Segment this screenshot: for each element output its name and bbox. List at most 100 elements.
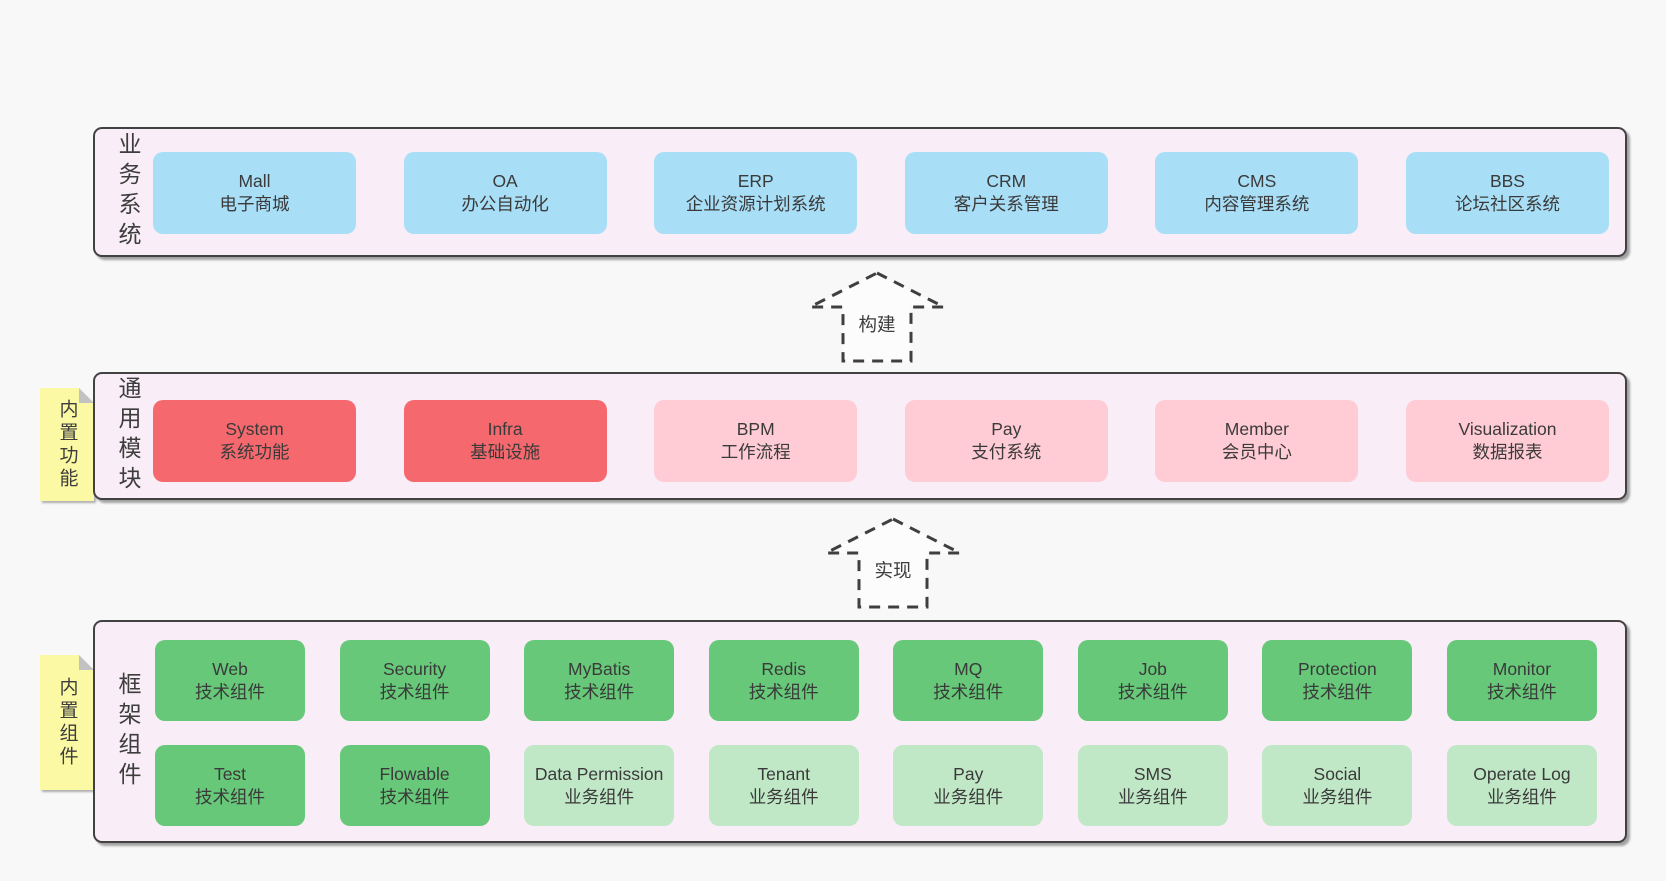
module-box-system: System 系统功能: [153, 400, 356, 482]
component-box-flowable: Flowable 技术组件: [339, 745, 490, 826]
box-subtitle: 业务组件: [1302, 786, 1373, 807]
box-title: Social: [1313, 763, 1362, 784]
component-box-data-permission: Data Permission 业务组件: [524, 745, 675, 826]
band-components-label: 框架组件: [115, 671, 141, 792]
band-modules-label: 通用模块: [115, 376, 141, 496]
component-boxes-row-1: Web 技术组件 Security 技术组件 MyBatis 技术组件 Redi…: [155, 640, 1597, 721]
module-box-pay: Pay 支付系统: [904, 400, 1108, 482]
note-text: 内置组件: [56, 676, 78, 769]
box-title: Infra: [487, 419, 523, 439]
note-fold-corner-icon: [79, 388, 94, 403]
box-title: Monitor: [1492, 658, 1552, 679]
system-box-bbs: BBS 论坛社区系统: [1405, 152, 1609, 234]
box-title: Tenant: [757, 763, 810, 784]
module-box-visualization: Visualization 数据报表: [1405, 400, 1609, 482]
box-subtitle: 技术组件: [379, 681, 450, 702]
box-title: ERP: [737, 171, 774, 191]
box-title: Data Permission: [534, 763, 664, 784]
box-subtitle: 会员中心: [1221, 442, 1292, 462]
box-title: Job: [1138, 658, 1167, 679]
box-title: Flowable: [379, 763, 450, 784]
component-box-monitor: Monitor 技术组件: [1446, 640, 1597, 721]
box-subtitle: 业务组件: [748, 786, 819, 807]
box-title: Test: [213, 763, 247, 784]
component-box-job: Job 技术组件: [1077, 640, 1228, 721]
box-subtitle: 技术组件: [1302, 681, 1373, 702]
box-subtitle: 办公自动化: [461, 194, 549, 214]
system-box-mall: Mall 电子商城: [153, 152, 356, 234]
module-box-bpm: BPM 工作流程: [654, 400, 858, 482]
component-box-web: Web 技术组件: [155, 640, 305, 721]
note-text: 内置功能: [56, 398, 78, 491]
box-title: MQ: [954, 658, 983, 679]
box-title: OA: [492, 171, 518, 191]
system-box-crm: CRM 客户关系管理: [904, 152, 1108, 234]
band-business-label: 业务系统: [115, 132, 141, 252]
builtin-functions-note: 内置功能: [40, 388, 94, 501]
implement-arrow-label: 实现: [870, 555, 916, 584]
system-box-cms: CMS 内容管理系统: [1155, 152, 1359, 234]
box-title: BPM: [736, 419, 775, 439]
component-box-mq: MQ 技术组件: [893, 640, 1044, 721]
band-framework-components: 框架组件 Web 技术组件 Security 技术组件 MyBatis 技术组件…: [93, 620, 1627, 843]
component-box-pay: Pay 业务组件: [893, 745, 1044, 826]
builtin-components-note: 内置组件: [40, 655, 94, 790]
box-subtitle: 客户关系管理: [953, 194, 1059, 214]
component-box-mybatis: MyBatis 技术组件: [524, 640, 675, 721]
module-box-infra: Infra 基础设施: [403, 400, 607, 482]
box-title: Security: [382, 658, 447, 679]
box-subtitle: 业务组件: [1486, 786, 1557, 807]
component-box-security: Security 技术组件: [339, 640, 490, 721]
box-subtitle: 技术组件: [1117, 681, 1188, 702]
band-common-modules: 通用模块 System 系统功能 Infra 基础设施 BPM 工作流程 Pay…: [93, 372, 1627, 500]
box-title: BBS: [1489, 171, 1525, 191]
box-title: MyBatis: [568, 658, 631, 679]
component-box-operate-log: Operate Log 业务组件: [1446, 745, 1597, 826]
box-title: Protection: [1297, 658, 1377, 679]
box-title: SMS: [1133, 763, 1172, 784]
box-title: Pay: [991, 419, 1022, 439]
box-subtitle: 业务组件: [933, 786, 1004, 807]
box-subtitle: 企业资源计划系统: [685, 194, 826, 214]
box-title: Web: [212, 658, 248, 679]
business-boxes-row: Mall 电子商城 OA 办公自动化 ERP 企业资源计划系统 CRM 客户关系…: [153, 152, 1609, 234]
box-subtitle: 技术组件: [195, 681, 265, 702]
box-title: CMS: [1237, 171, 1277, 191]
box-subtitle: 业务组件: [1117, 786, 1188, 807]
band-business-systems: 业务系统 Mall 电子商城 OA 办公自动化 ERP 企业资源计划系统 CRM…: [93, 127, 1627, 257]
box-subtitle: 技术组件: [564, 681, 635, 702]
box-title: Operate Log: [1473, 763, 1571, 784]
build-arrow-label: 构建: [854, 309, 900, 338]
box-subtitle: 技术组件: [748, 681, 819, 702]
component-box-test: Test 技术组件: [155, 745, 305, 826]
box-title: Redis: [761, 658, 807, 679]
component-box-protection: Protection 技术组件: [1262, 640, 1413, 721]
box-subtitle: 工作流程: [720, 442, 791, 462]
component-box-social: Social 业务组件: [1262, 745, 1413, 826]
box-title: Member: [1224, 419, 1289, 439]
component-boxes-row-2: Test 技术组件 Flowable 技术组件 Data Permission …: [155, 745, 1597, 826]
box-subtitle: 系统功能: [219, 442, 290, 462]
system-box-oa: OA 办公自动化: [403, 152, 607, 234]
box-subtitle: 技术组件: [379, 786, 450, 807]
box-subtitle: 支付系统: [971, 442, 1042, 462]
box-subtitle: 电子商城: [219, 194, 290, 214]
box-subtitle: 内容管理系统: [1204, 194, 1310, 214]
module-box-member: Member 会员中心: [1155, 400, 1359, 482]
box-title: Pay: [953, 763, 984, 784]
component-box-redis: Redis 技术组件: [708, 640, 859, 721]
implement-arrow: 实现: [823, 516, 963, 610]
box-subtitle: 技术组件: [1486, 681, 1557, 702]
module-boxes-row: System 系统功能 Infra 基础设施 BPM 工作流程 Pay 支付系统…: [153, 400, 1609, 482]
box-subtitle: 数据报表: [1472, 442, 1543, 462]
component-box-sms: SMS 业务组件: [1077, 745, 1228, 826]
box-title: CRM: [986, 171, 1027, 191]
component-box-tenant: Tenant 业务组件: [708, 745, 859, 826]
box-subtitle: 技术组件: [933, 681, 1004, 702]
box-title: System: [225, 419, 284, 439]
box-title: Visualization: [1458, 419, 1557, 439]
box-subtitle: 论坛社区系统: [1454, 194, 1560, 214]
box-subtitle: 技术组件: [195, 786, 265, 807]
note-fold-corner-icon: [79, 655, 94, 670]
box-subtitle: 业务组件: [564, 786, 635, 807]
